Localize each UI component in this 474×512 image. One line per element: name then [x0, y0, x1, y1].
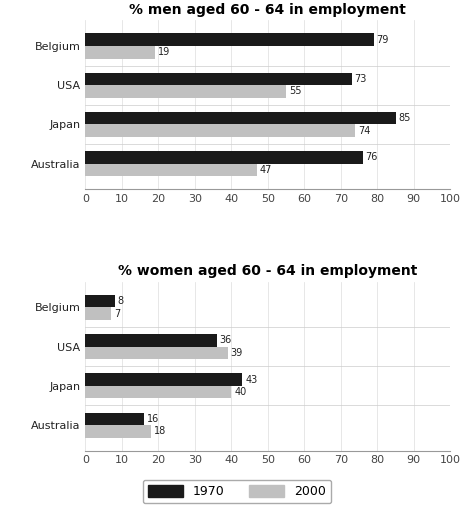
Text: 55: 55 — [289, 87, 301, 96]
Bar — [85, 373, 242, 386]
Text: 18: 18 — [154, 426, 166, 436]
Bar — [85, 124, 356, 137]
Bar — [85, 425, 151, 438]
Bar — [85, 46, 155, 58]
Bar — [85, 85, 286, 98]
Bar — [85, 347, 228, 359]
Text: 73: 73 — [355, 74, 367, 84]
Bar — [85, 33, 374, 46]
Text: 43: 43 — [245, 375, 257, 385]
Text: 7: 7 — [114, 309, 120, 318]
Text: 47: 47 — [260, 165, 272, 175]
Text: 85: 85 — [399, 113, 411, 123]
Title: % women aged 60 - 64 in employment: % women aged 60 - 64 in employment — [118, 264, 418, 278]
Text: 74: 74 — [358, 126, 371, 136]
Bar — [85, 386, 231, 398]
Bar — [85, 73, 352, 85]
Text: 36: 36 — [219, 335, 232, 345]
Title: % men aged 60 - 64 in employment: % men aged 60 - 64 in employment — [129, 3, 406, 16]
Bar — [85, 307, 111, 320]
Text: 76: 76 — [365, 153, 378, 162]
Legend: 1970, 2000: 1970, 2000 — [143, 480, 331, 503]
Text: 19: 19 — [157, 47, 170, 57]
Text: 40: 40 — [234, 387, 246, 397]
Bar — [85, 164, 257, 176]
Text: 79: 79 — [376, 35, 389, 45]
Text: 39: 39 — [230, 348, 243, 358]
Bar — [85, 413, 144, 425]
Bar — [85, 151, 363, 164]
Bar — [85, 334, 217, 347]
Text: 16: 16 — [146, 414, 159, 424]
Bar — [85, 112, 395, 124]
Text: 8: 8 — [118, 296, 124, 306]
Bar — [85, 295, 115, 307]
